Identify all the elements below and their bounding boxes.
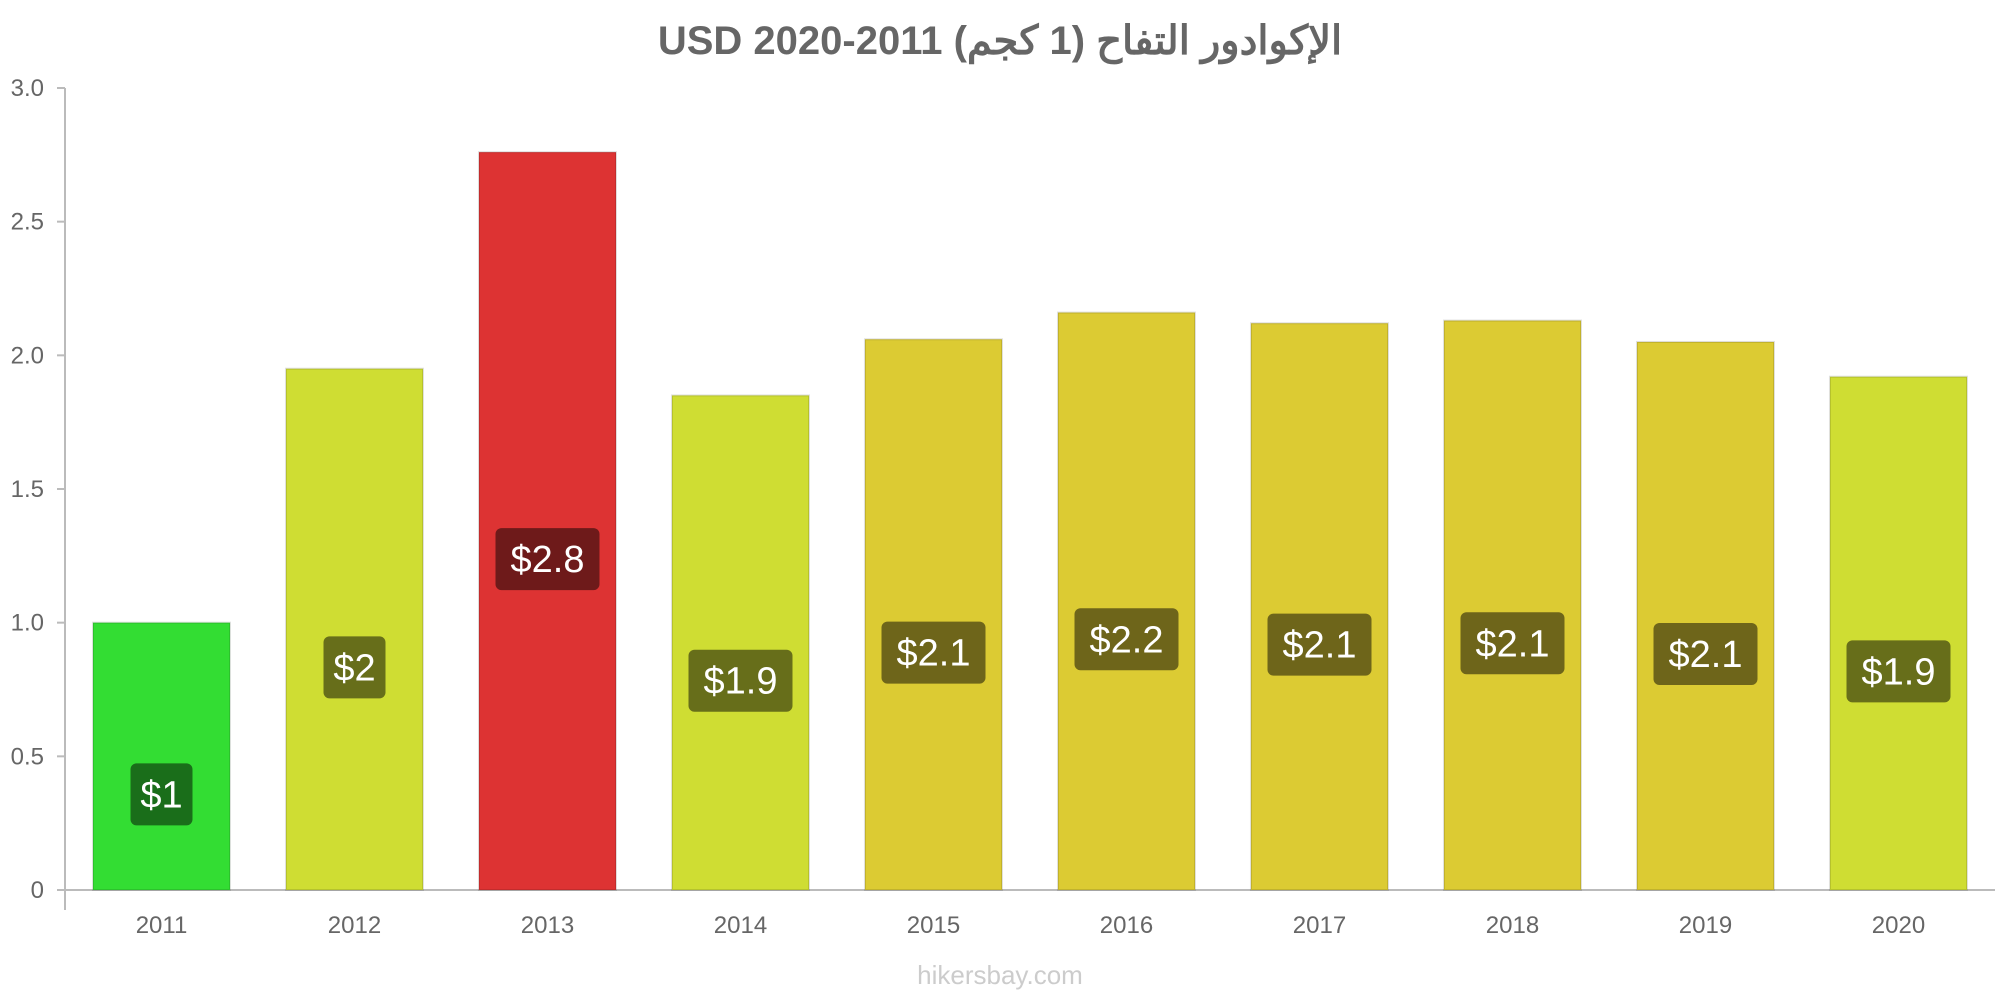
x-tick-label: 2011: [136, 912, 188, 939]
watermark: hikersbay.com: [917, 960, 1083, 990]
data-label-box: [881, 621, 986, 684]
x-tick-label: 2014: [714, 912, 767, 939]
data-label-box: [1653, 622, 1758, 685]
bar: [1442, 319, 1583, 891]
data-label-box: [1460, 612, 1565, 675]
data-label: $2.2: [1090, 619, 1164, 661]
tick-labels: 0 0.5 1.0 1.5 2.0 2.5 3.0 2011 2012 2013 2014 2015 2…: [11, 75, 1926, 939]
data-label: $2.1: [1669, 634, 1743, 676]
data-label-box: [130, 763, 193, 826]
y-tick-label: 1.0: [11, 610, 44, 637]
data-label: $2.1: [1476, 623, 1550, 665]
x-tick-label: 2017: [1293, 912, 1346, 939]
y-tick-label: 1.5: [11, 476, 44, 503]
chart-title: الإكوادور التفاح (1 كجم) USD 2020-2011: [657, 19, 1343, 63]
bar: [863, 338, 1004, 891]
data-label-box: [495, 528, 600, 591]
x-tick-label: 2013: [521, 912, 574, 939]
data-label: $2.8: [511, 539, 585, 581]
bar: [1828, 375, 1969, 892]
data-label: $2: [333, 647, 375, 689]
y-tick-label: 2.5: [11, 209, 44, 236]
bar: [91, 621, 232, 892]
bar: [1249, 322, 1390, 891]
data-labels: $1 $2 $2.8 $1.9 $2.1 $2.2 $2.1 $2.1 $2.1 $1.9: [130, 528, 1951, 826]
data-label-box: [323, 636, 386, 699]
x-tick-label: 2019: [1679, 912, 1732, 939]
data-label: $1.9: [1862, 651, 1936, 693]
data-label-box: [1846, 640, 1951, 703]
y-tick-label: 0: [31, 877, 44, 904]
y-tick-label: 3.0: [11, 75, 44, 102]
data-label-box: [1267, 613, 1372, 676]
data-label: $2.1: [897, 633, 971, 675]
x-tick-label: 2020: [1872, 912, 1925, 939]
x-tick-label: 2012: [328, 912, 381, 939]
data-label: $1.9: [704, 661, 778, 703]
bar: [477, 151, 618, 892]
x-tick-label: 2016: [1100, 912, 1153, 939]
bar: [1635, 340, 1776, 891]
bar: [670, 394, 811, 891]
data-label-box: [1074, 608, 1179, 671]
data-label-box: [688, 649, 793, 712]
data-label: $2.1: [1283, 625, 1357, 667]
y-tick-label: 2.0: [11, 342, 44, 369]
bar: [284, 367, 425, 891]
bars: [91, 151, 1969, 892]
y-tick-label: 0.5: [11, 743, 44, 770]
x-tick-label: 2015: [907, 912, 960, 939]
data-label: $1: [140, 774, 182, 816]
x-tick-label: 2018: [1486, 912, 1539, 939]
bar: [1056, 311, 1197, 891]
